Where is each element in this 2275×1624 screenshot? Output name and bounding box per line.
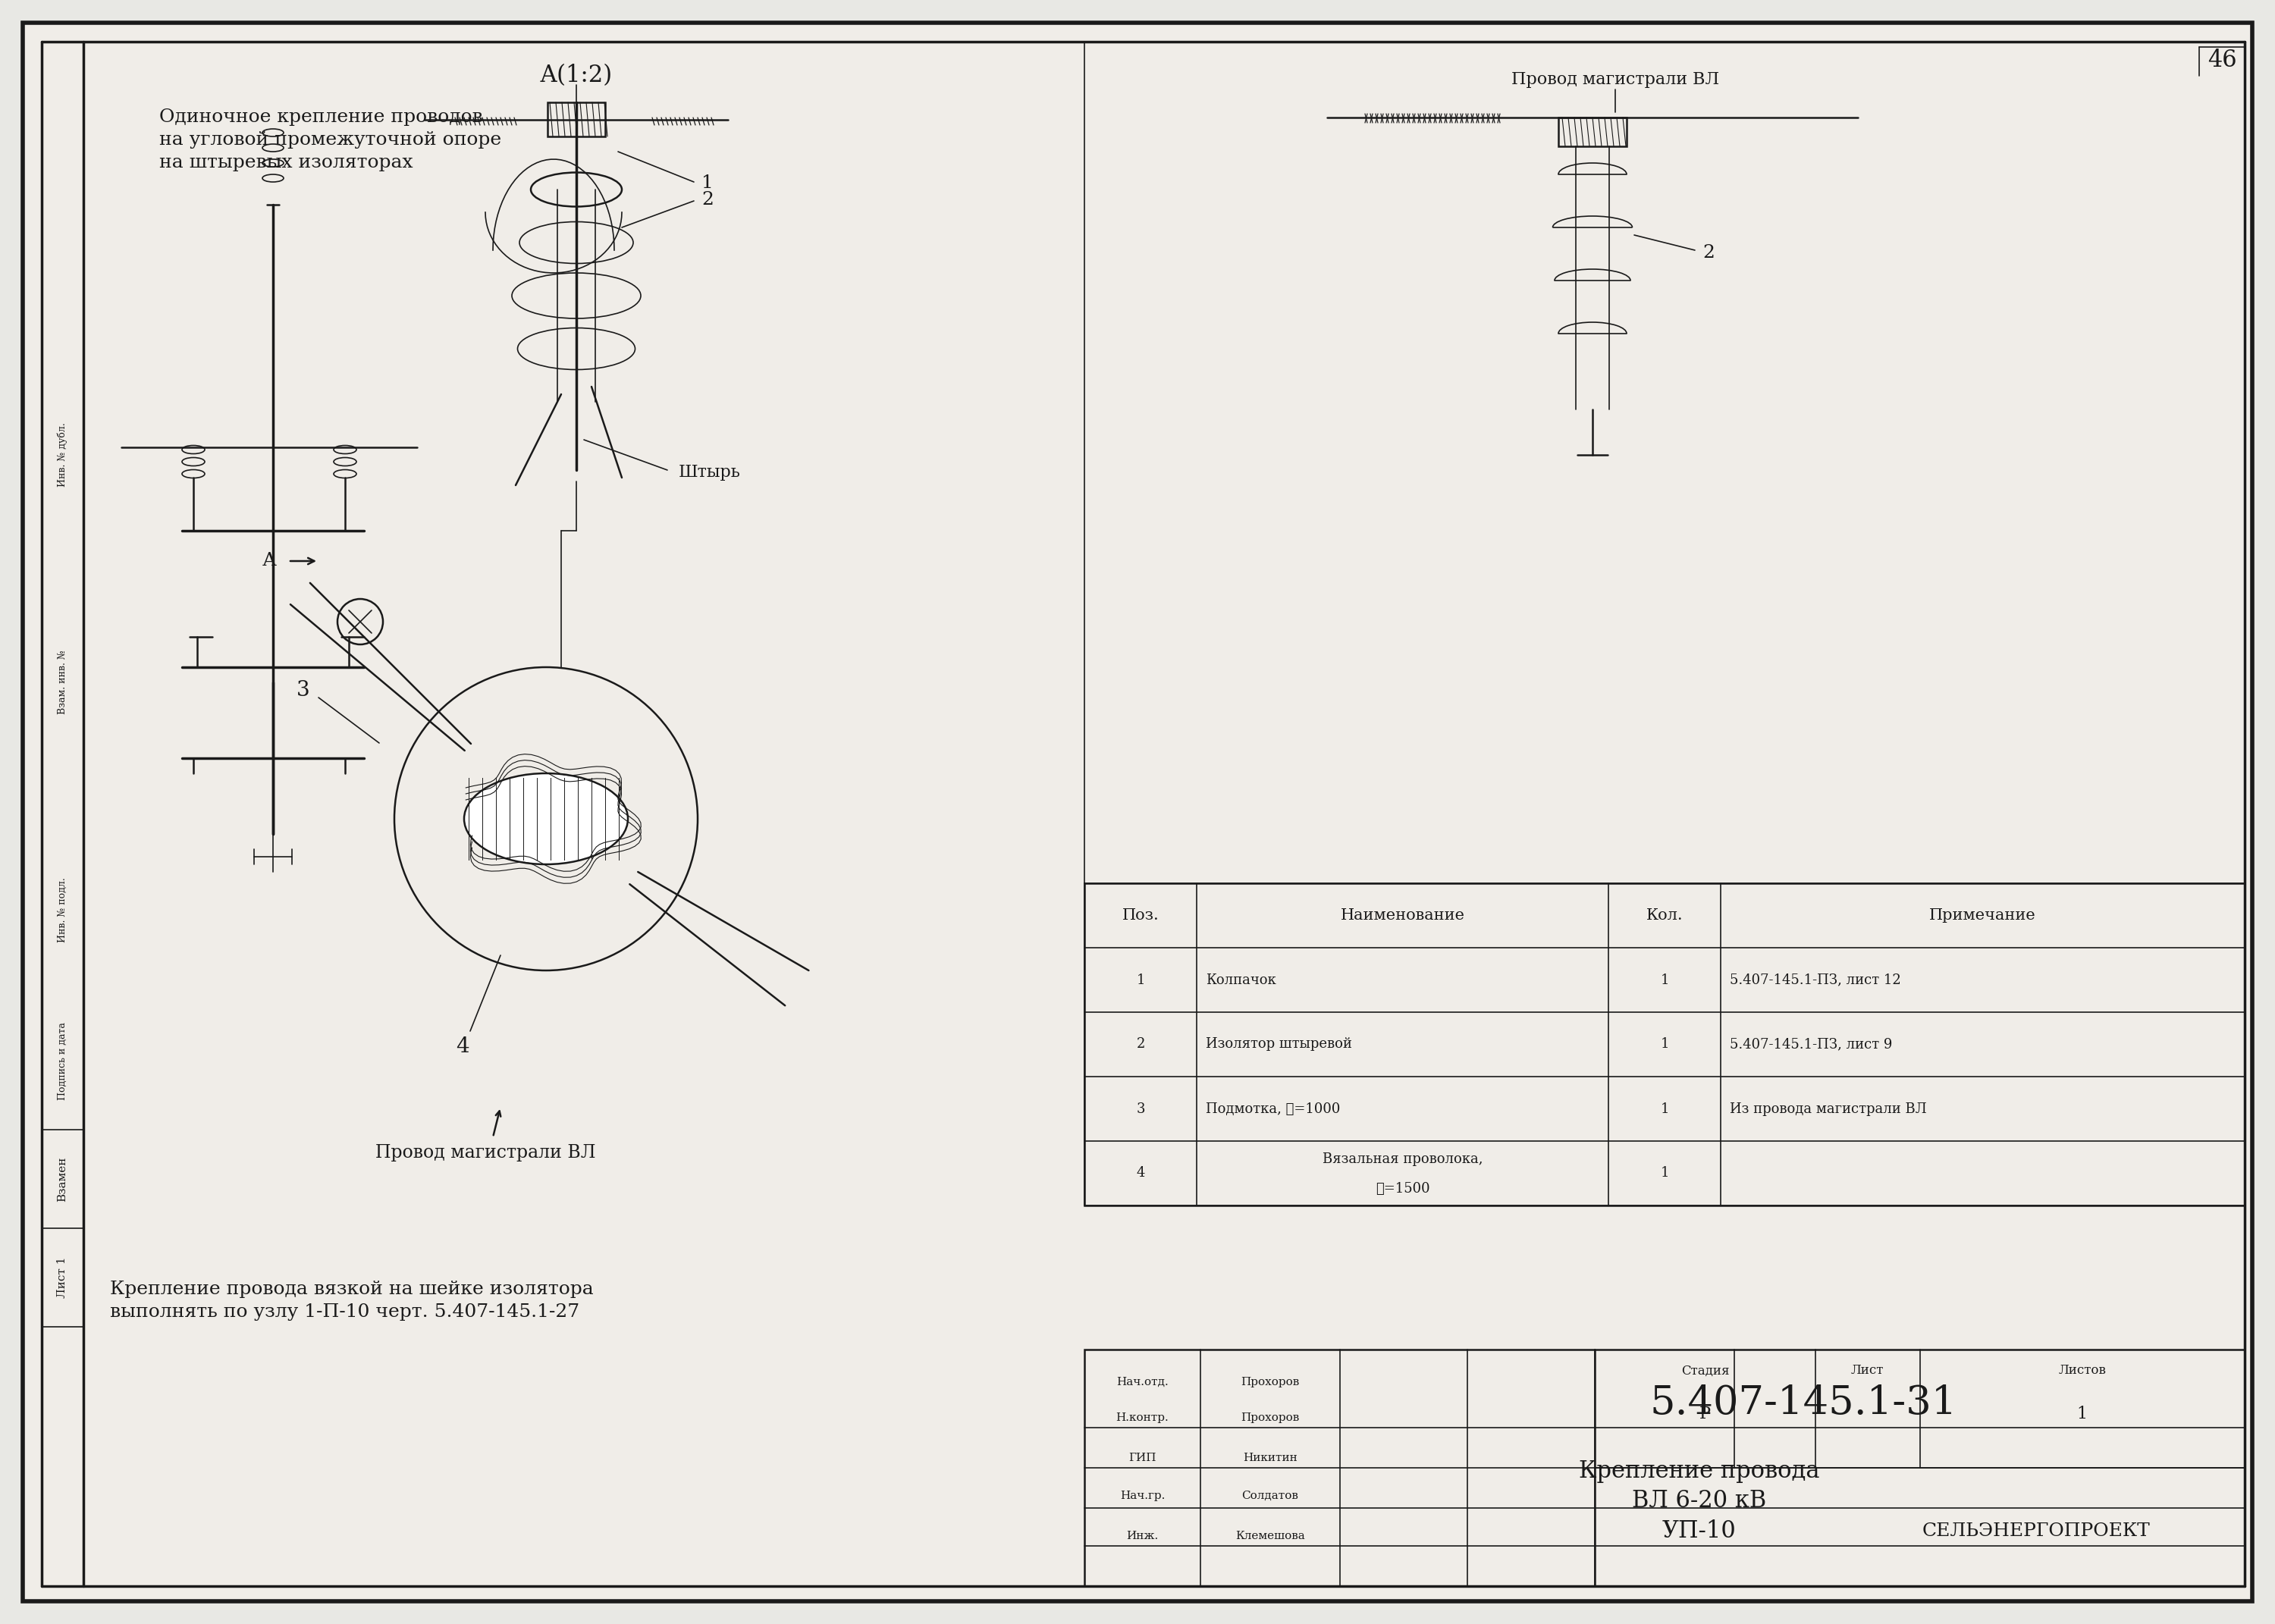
Text: Нач.гр.: Нач.гр. xyxy=(1119,1491,1165,1501)
Text: Подмотка, ℓ=1000: Подмотка, ℓ=1000 xyxy=(1206,1103,1340,1116)
Text: 1: 1 xyxy=(701,175,714,192)
Text: Клемешова: Клемешова xyxy=(1235,1531,1306,1541)
Text: Взам. инв. №: Взам. инв. № xyxy=(57,650,68,715)
Text: ВЛ 6-20 кВ: ВЛ 6-20 кВ xyxy=(1631,1489,1768,1514)
Text: Н.контр.: Н.контр. xyxy=(1117,1413,1169,1423)
Text: выполнять по узлу 1-П-10 черт. 5.407-145.1-27: выполнять по узлу 1-П-10 черт. 5.407-145… xyxy=(109,1302,580,1320)
Text: Никитин: Никитин xyxy=(1242,1453,1297,1463)
Text: Р: Р xyxy=(1699,1406,1711,1423)
Text: на штыревых изоляторах: на штыревых изоляторах xyxy=(159,154,414,172)
Bar xyxy=(1558,117,1627,146)
Text: Вязальная проволока,: Вязальная проволока, xyxy=(1322,1153,1483,1166)
Text: Инв. № подл.: Инв. № подл. xyxy=(57,877,68,942)
Text: 1: 1 xyxy=(1661,1038,1670,1051)
Text: Из провода магистрали ВЛ: Из провода магистрали ВЛ xyxy=(1729,1103,1927,1116)
Text: Солдатов: Солдатов xyxy=(1242,1491,1299,1501)
Text: 2: 2 xyxy=(1135,1038,1144,1051)
Text: Стадия: Стадия xyxy=(1681,1364,1729,1377)
Text: 2: 2 xyxy=(1702,244,1715,261)
Text: 5.407-145.1-ПЗ, лист 12: 5.407-145.1-ПЗ, лист 12 xyxy=(1729,973,1902,987)
Text: 3: 3 xyxy=(1135,1103,1144,1116)
Text: СЕЛЬЭНЕРГОПРОЕКТ: СЕЛЬЭНЕРГОПРОЕКТ xyxy=(1922,1523,2150,1540)
Text: 3: 3 xyxy=(296,680,309,700)
Text: 1: 1 xyxy=(1661,1103,1670,1116)
Text: 4: 4 xyxy=(1135,1166,1144,1181)
Text: 1: 1 xyxy=(2077,1406,2088,1423)
Text: 2: 2 xyxy=(701,190,714,208)
Ellipse shape xyxy=(530,172,621,206)
Text: ℓ=1500: ℓ=1500 xyxy=(1376,1182,1429,1195)
Text: 1: 1 xyxy=(1135,973,1144,987)
Text: Инж.: Инж. xyxy=(1126,1531,1158,1541)
Text: на угловой промежуточной опоре: на угловой промежуточной опоре xyxy=(159,132,500,149)
Text: Одиночное крепление проводов: Одиночное крепление проводов xyxy=(159,109,482,127)
Text: 46: 46 xyxy=(2207,49,2236,73)
Text: Штырь: Штырь xyxy=(678,464,742,481)
Text: 4: 4 xyxy=(455,1036,469,1057)
Text: Листов: Листов xyxy=(2059,1364,2107,1377)
Text: Крепление провода вязкой на шейке изолятора: Крепление провода вязкой на шейке изолят… xyxy=(109,1280,594,1298)
Text: Прохоров: Прохоров xyxy=(1240,1377,1299,1387)
Text: Примечание: Примечание xyxy=(1929,908,2036,922)
Text: Нач.отд.: Нач.отд. xyxy=(1117,1377,1169,1387)
Text: УП-10: УП-10 xyxy=(1663,1520,1736,1543)
Text: Изолятор штыревой: Изолятор штыревой xyxy=(1206,1038,1351,1051)
Text: Наименование: Наименование xyxy=(1340,908,1465,922)
Text: ГИП: ГИП xyxy=(1128,1453,1156,1463)
Text: Лист 1: Лист 1 xyxy=(57,1257,68,1298)
Bar xyxy=(1085,1350,2245,1587)
Text: 5.407-145.1-ПЗ, лист 9: 5.407-145.1-ПЗ, лист 9 xyxy=(1729,1038,1893,1051)
Text: Колпачок: Колпачок xyxy=(1206,973,1276,987)
Text: Поз.: Поз. xyxy=(1122,908,1158,922)
Text: Прохоров: Прохоров xyxy=(1240,1413,1299,1423)
Text: Подпись и дата: Подпись и дата xyxy=(57,1023,68,1101)
Text: А: А xyxy=(262,552,278,570)
Text: А(1:2): А(1:2) xyxy=(539,63,612,88)
Text: Лист: Лист xyxy=(1852,1364,1884,1377)
Text: 5.407-145.1-31: 5.407-145.1-31 xyxy=(1649,1384,1956,1423)
Text: 1: 1 xyxy=(1661,1166,1670,1181)
Text: Инв. № дубл.: Инв. № дубл. xyxy=(57,422,68,487)
Ellipse shape xyxy=(464,773,628,864)
Text: 1: 1 xyxy=(1661,973,1670,987)
Text: Крепление провода: Крепление провода xyxy=(1579,1458,1820,1483)
Bar xyxy=(548,102,605,136)
Text: Провод магистрали ВЛ: Провод магистрали ВЛ xyxy=(1511,71,1720,88)
Text: Кол.: Кол. xyxy=(1647,908,1684,922)
Text: Взамен: Взамен xyxy=(57,1156,68,1202)
Text: Провод магистрали ВЛ: Провод магистрали ВЛ xyxy=(375,1143,596,1161)
Bar xyxy=(1085,883,2245,1205)
